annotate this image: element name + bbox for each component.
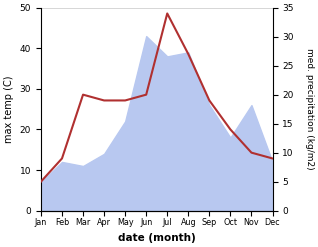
X-axis label: date (month): date (month) xyxy=(118,233,196,243)
Y-axis label: max temp (C): max temp (C) xyxy=(4,75,14,143)
Y-axis label: med. precipitation (kg/m2): med. precipitation (kg/m2) xyxy=(305,48,314,170)
